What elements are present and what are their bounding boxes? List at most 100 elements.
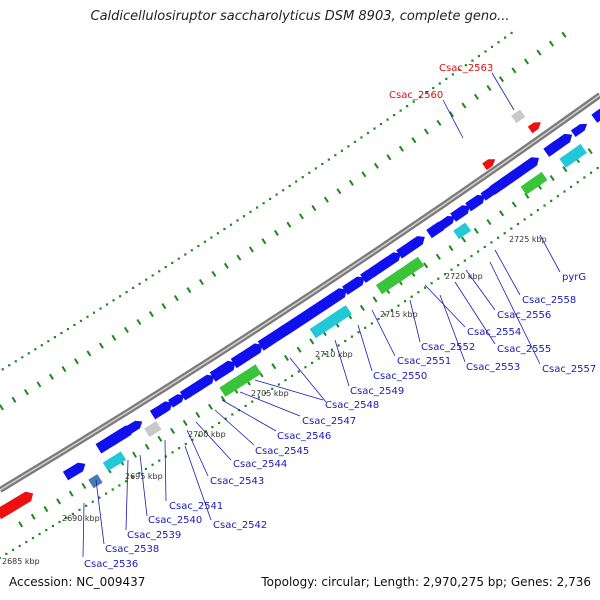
gene-label[interactable]: Csac_2540: [148, 515, 202, 526]
gene-label[interactable]: Csac_2547: [302, 416, 356, 427]
ring-dot: [204, 430, 207, 433]
ring-dot: [583, 176, 586, 179]
scale-tick: [398, 145, 404, 152]
gene-label[interactable]: Csac_2543: [210, 476, 264, 487]
scale-tick: [486, 219, 492, 226]
gene-label[interactable]: Csac_2544: [233, 459, 287, 470]
leader-line: [442, 99, 464, 139]
scale-tick: [98, 342, 104, 349]
ring-dot: [249, 210, 252, 213]
ring-dot: [0, 556, 1, 559]
gene-label[interactable]: Csac_2542: [213, 520, 267, 531]
dotted-rings: [0, 31, 599, 559]
scale-tick: [30, 513, 36, 520]
leader-line: [439, 294, 466, 363]
leader-line: [465, 269, 496, 311]
gene-feature: [591, 108, 600, 123]
gene-label[interactable]: Csac_2553: [466, 362, 520, 373]
gene-label[interactable]: Csac_2558: [522, 295, 576, 306]
kbp-labels: 2685 kbp 2690 kbp 2695 kbp 2700 kbp 2705…: [2, 235, 547, 566]
ring-dot: [105, 303, 109, 306]
ring-dot: [445, 77, 448, 81]
ring-dot: [151, 463, 154, 466]
gene-label[interactable]: Csac_2552: [421, 342, 475, 353]
scale-tick: [448, 111, 454, 118]
ring-dot: [58, 520, 61, 524]
gene-label[interactable]: Csac_2541: [169, 501, 223, 512]
ring-dot: [423, 286, 427, 289]
scale-tick: [36, 381, 42, 388]
ring-dot: [91, 500, 94, 503]
ring-dot: [85, 504, 88, 507]
ring-dot: [397, 304, 400, 307]
gene-feature: [527, 122, 541, 134]
ring-dot: [178, 447, 181, 450]
scale-tick: [273, 229, 279, 237]
ring-dot: [330, 348, 334, 351]
gene-label-highlight[interactable]: Csac_2560: [389, 90, 443, 101]
ring-dot: [291, 374, 294, 377]
ring-dot: [255, 206, 259, 209]
leader-line: [489, 261, 541, 365]
gene-features[interactable]: [0, 78, 600, 520]
gene-label[interactable]: Csac_2557: [542, 364, 596, 375]
gene-label[interactable]: pyrG: [562, 272, 586, 283]
ring-dot: [321, 162, 324, 166]
ring-dot: [350, 335, 354, 338]
gene-labels[interactable]: Csac_2536 Csac_2538 Csac_2539 Csac_2540 …: [84, 63, 596, 570]
gene-label[interactable]: Csac_2555: [497, 344, 551, 355]
scale-tick: [198, 278, 204, 286]
scale-tick: [423, 128, 429, 135]
gene-label[interactable]: Csac_2556: [497, 310, 551, 321]
gene-feature: [482, 159, 496, 171]
leader-line: [164, 439, 167, 502]
scale-tick: [361, 171, 367, 178]
gene-label[interactable]: Csac_2539: [127, 530, 181, 541]
ring-dot: [275, 193, 278, 196]
scale-tick: [157, 435, 163, 442]
ring-dot: [295, 180, 298, 183]
leader-line: [357, 324, 373, 372]
gene-feature: [0, 491, 34, 520]
gene-feature: [209, 360, 236, 382]
ring-dot: [171, 261, 174, 264]
gene-label[interactable]: Csac_2536: [84, 559, 138, 570]
scale-tick: [11, 396, 17, 403]
ring-dot: [357, 331, 360, 334]
gene-label[interactable]: Csac_2550: [373, 371, 427, 382]
gene-label[interactable]: Csac_2554: [467, 327, 521, 338]
scale-tick: [248, 246, 254, 253]
ring-dot: [5, 552, 8, 556]
scale-tick: [473, 227, 479, 234]
gene-label[interactable]: Csac_2545: [255, 446, 309, 457]
ring-dot: [251, 400, 254, 403]
scale-tick: [435, 253, 441, 260]
gene-label[interactable]: Csac_2551: [397, 356, 451, 367]
ring-dot: [34, 348, 37, 351]
gene-label-highlight[interactable]: Csac_2563: [439, 63, 493, 74]
ring-dot: [71, 512, 74, 516]
scale-tick: [461, 236, 467, 243]
ring-dot: [277, 383, 280, 386]
ring-dot: [79, 319, 83, 322]
ring-dot: [190, 249, 193, 252]
scale-tick: [286, 221, 292, 228]
gene-label[interactable]: Csac_2538: [105, 544, 159, 555]
ring-dot: [596, 166, 599, 170]
ring-dot: [314, 167, 317, 170]
scale-tick: [81, 482, 87, 490]
kbp-label: 2700 kbp: [188, 430, 226, 439]
ring-dot: [406, 105, 409, 108]
gene-label[interactable]: Csac_2549: [350, 386, 404, 397]
gene-feature: [191, 374, 215, 393]
gene-label[interactable]: Csac_2546: [277, 431, 331, 442]
gene-label[interactable]: Csac_2548: [325, 400, 379, 411]
ring-dot: [477, 250, 480, 253]
ring-dot: [47, 340, 50, 343]
scale-tick: [49, 373, 54, 380]
leader-line: [139, 454, 148, 517]
scale-tick: [73, 358, 79, 365]
scale-tick: [486, 84, 492, 92]
scale-tick: [296, 346, 302, 353]
